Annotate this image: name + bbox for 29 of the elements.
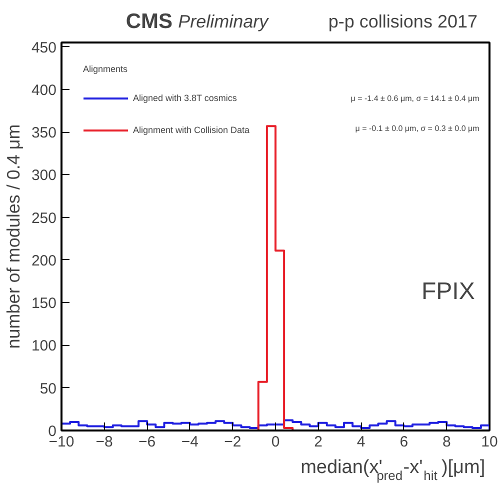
x-tick-label: 6 [400, 434, 408, 450]
legend-label: Alignment with Collision Data [133, 125, 250, 135]
x-tick-label: 2 [314, 434, 322, 450]
chart-title: CMS Preliminary [126, 10, 270, 33]
x-tick-label: −4 [181, 434, 198, 450]
chart-subtitle: p-p collisions 2017 [328, 12, 478, 32]
annotation: μ = -1.4 ± 0.6 μm, σ = 14.1 ± 0.4 μm [350, 94, 480, 103]
y-tick-label: 450 [31, 39, 57, 56]
annotation: FPIX [422, 278, 475, 305]
y-tick-label: 300 [31, 167, 57, 184]
x-tick-label: 8 [442, 434, 451, 450]
legend-title: Alignments [83, 64, 129, 74]
legend-label: Aligned with 3.8T cosmics [133, 93, 237, 103]
annotation: μ = -0.1 ± 0.0 μm, σ = 0.3 ± 0.0 μm [355, 124, 480, 133]
x-tick-label: 10 [481, 434, 498, 450]
x-tick-label: −2 [224, 434, 242, 450]
y-tick-label: 0 [48, 423, 56, 440]
y-tick-label: 150 [31, 295, 57, 312]
y-tick-label: 350 [31, 124, 57, 142]
y-axis-title: number of modules / 0.4 μm [3, 124, 24, 349]
y-tick-label: 100 [31, 338, 57, 355]
x-tick-label: 4 [356, 434, 366, 450]
y-tick-label: 250 [31, 210, 57, 227]
y-tick-label: 400 [31, 82, 57, 99]
x-tick-label: −6 [138, 434, 156, 450]
y-tick-label: 200 [31, 252, 57, 270]
x-tick-label: 0 [271, 434, 280, 450]
x-tick-label: −8 [96, 434, 113, 450]
y-tick-label: 50 [40, 380, 57, 398]
